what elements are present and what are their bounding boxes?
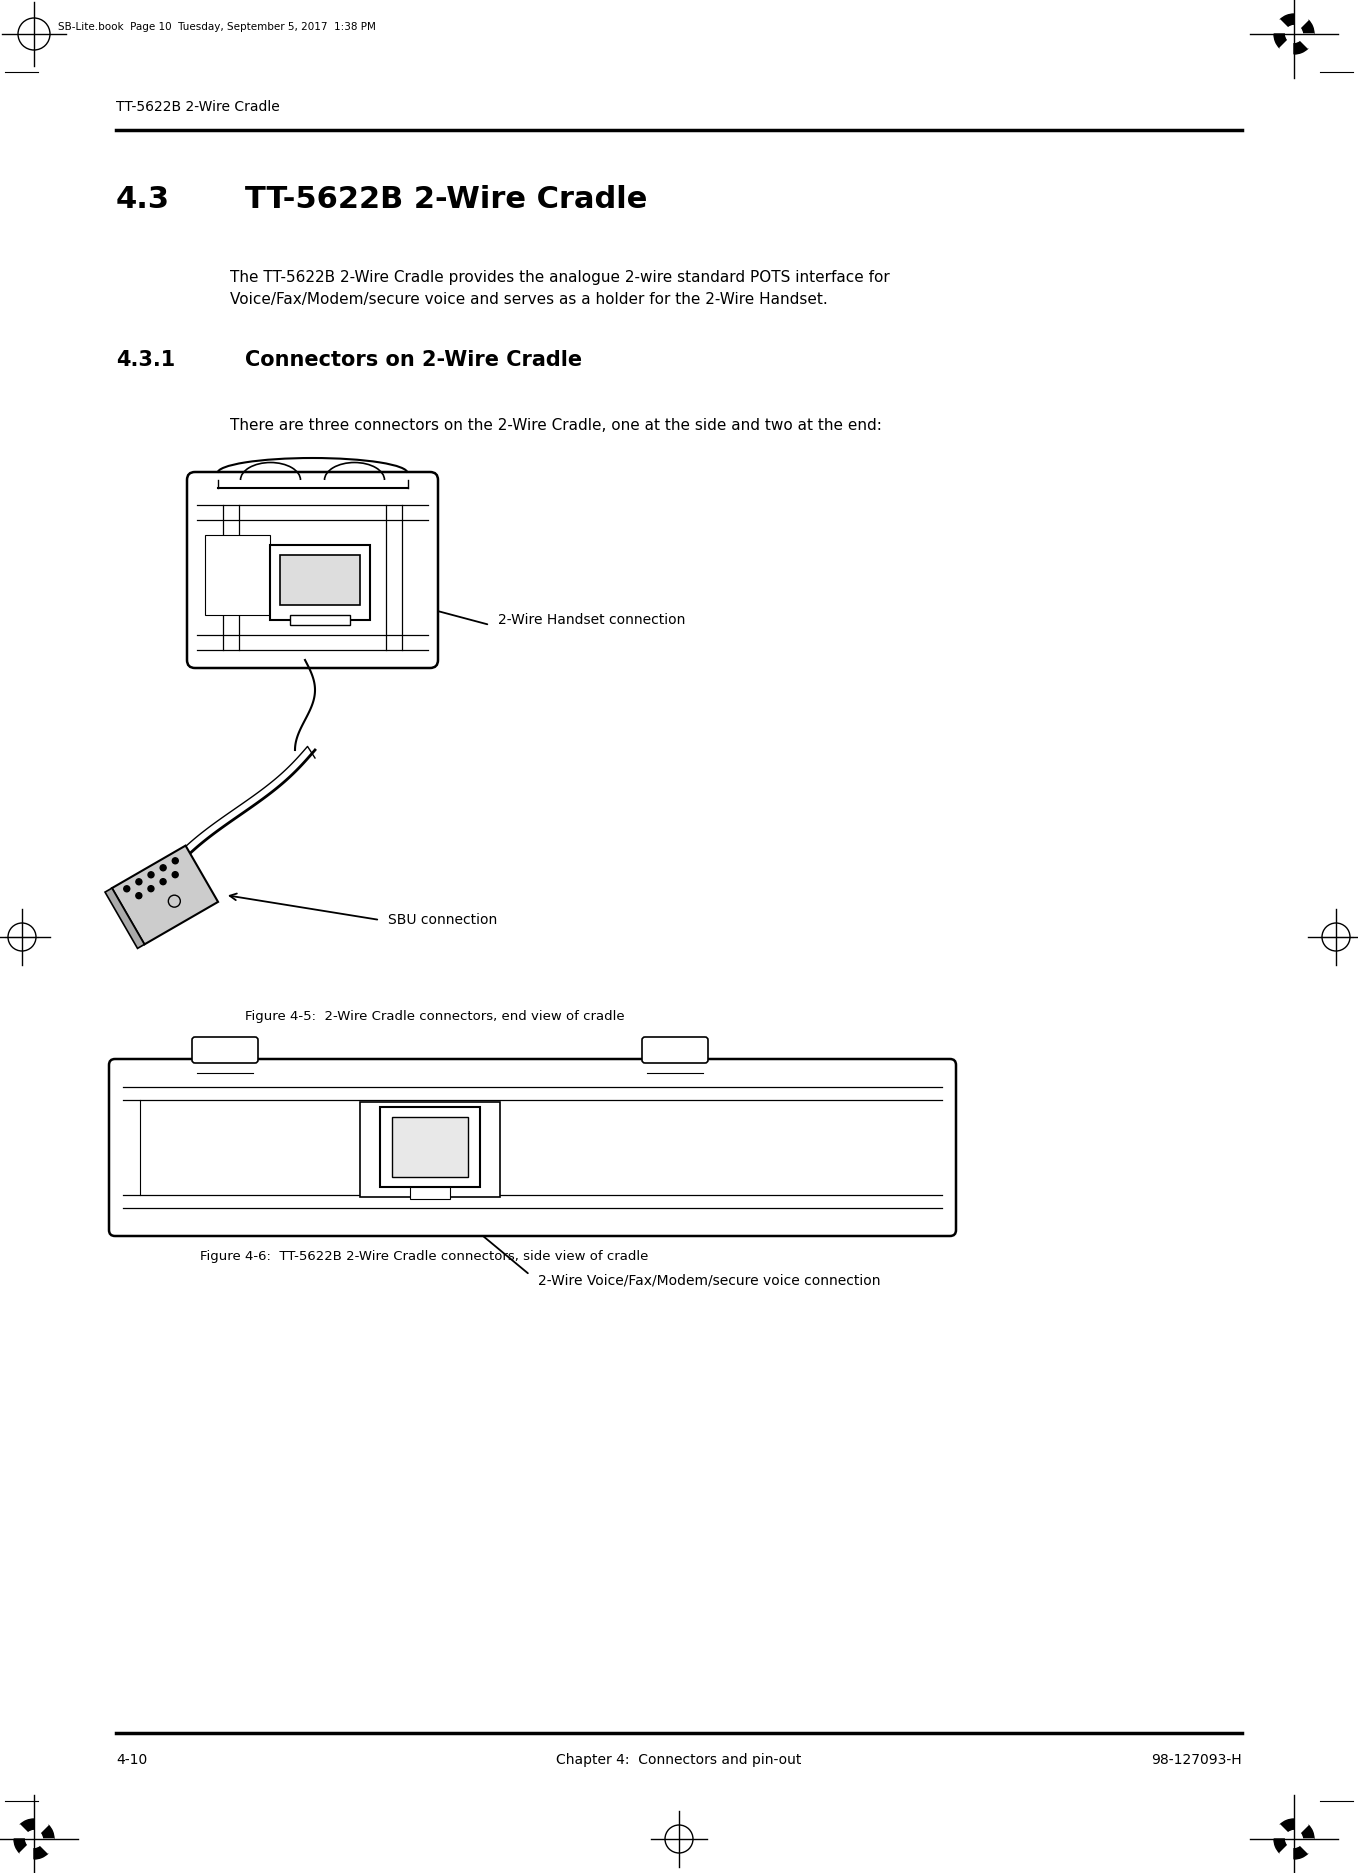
- Bar: [280, 554, 360, 605]
- Circle shape: [26, 1830, 42, 1847]
- FancyBboxPatch shape: [191, 1038, 258, 1064]
- Wedge shape: [1294, 13, 1308, 34]
- Circle shape: [1286, 1830, 1302, 1847]
- Text: 98-127093-H: 98-127093-H: [1152, 1753, 1243, 1766]
- Wedge shape: [1294, 34, 1308, 54]
- Wedge shape: [1294, 1839, 1308, 1860]
- Wedge shape: [34, 1819, 48, 1839]
- Text: 4.3: 4.3: [115, 185, 170, 214]
- Circle shape: [136, 893, 141, 899]
- Wedge shape: [20, 1839, 34, 1860]
- Wedge shape: [1294, 34, 1315, 49]
- Bar: [205, 536, 270, 614]
- FancyBboxPatch shape: [187, 472, 439, 669]
- Bar: [410, 1187, 449, 1199]
- Circle shape: [160, 878, 166, 884]
- Wedge shape: [1279, 1819, 1294, 1839]
- Bar: [291, 614, 350, 626]
- Polygon shape: [111, 845, 219, 944]
- Wedge shape: [1274, 34, 1294, 49]
- Wedge shape: [34, 1824, 54, 1839]
- Wedge shape: [1274, 1839, 1294, 1852]
- Text: 4-10: 4-10: [115, 1753, 147, 1766]
- Text: Voice/Fax/Modem/secure voice and serves as a holder for the 2-Wire Handset.: Voice/Fax/Modem/secure voice and serves …: [230, 292, 828, 307]
- Wedge shape: [1294, 21, 1315, 34]
- Bar: [360, 1101, 500, 1197]
- Wedge shape: [1274, 1824, 1294, 1839]
- Text: Connectors on 2-Wire Cradle: Connectors on 2-Wire Cradle: [244, 350, 583, 371]
- Wedge shape: [20, 1819, 34, 1839]
- Wedge shape: [34, 1839, 48, 1860]
- Text: Figure 4-5:  2-Wire Cradle connectors, end view of cradle: Figure 4-5: 2-Wire Cradle connectors, en…: [244, 1010, 625, 1023]
- Bar: [380, 1107, 479, 1187]
- Wedge shape: [1274, 21, 1294, 34]
- Bar: [392, 1116, 469, 1176]
- Text: Chapter 4:  Connectors and pin-out: Chapter 4: Connectors and pin-out: [557, 1753, 801, 1766]
- FancyBboxPatch shape: [109, 1058, 956, 1236]
- Text: The TT-5622B 2-Wire Cradle provides the analogue 2-wire standard POTS interface : The TT-5622B 2-Wire Cradle provides the …: [230, 270, 889, 285]
- Wedge shape: [14, 1824, 34, 1839]
- Circle shape: [172, 858, 178, 863]
- Wedge shape: [34, 1839, 54, 1852]
- Wedge shape: [1294, 1839, 1315, 1852]
- Wedge shape: [1294, 1824, 1315, 1839]
- Circle shape: [1286, 26, 1302, 43]
- Polygon shape: [105, 888, 144, 948]
- Text: 4.3.1: 4.3.1: [115, 350, 175, 371]
- Text: There are three connectors on the 2-Wire Cradle, one at the side and two at the : There are three connectors on the 2-Wire…: [230, 418, 881, 433]
- Text: Figure 4-6:  TT-5622B 2-Wire Cradle connectors, side view of cradle: Figure 4-6: TT-5622B 2-Wire Cradle conne…: [200, 1249, 648, 1262]
- Text: SB-Lite.book  Page 10  Tuesday, September 5, 2017  1:38 PM: SB-Lite.book Page 10 Tuesday, September …: [58, 22, 376, 32]
- Text: TT-5622B 2-Wire Cradle: TT-5622B 2-Wire Cradle: [244, 185, 648, 214]
- Wedge shape: [1294, 1819, 1308, 1839]
- Circle shape: [148, 871, 153, 878]
- Wedge shape: [1279, 13, 1294, 34]
- Wedge shape: [1279, 1839, 1294, 1860]
- Circle shape: [148, 886, 153, 892]
- Wedge shape: [1279, 34, 1294, 54]
- Wedge shape: [14, 1839, 34, 1852]
- Circle shape: [172, 871, 178, 878]
- FancyBboxPatch shape: [642, 1038, 708, 1064]
- Text: 2-Wire Handset connection: 2-Wire Handset connection: [498, 612, 686, 627]
- Text: TT-5622B 2-Wire Cradle: TT-5622B 2-Wire Cradle: [115, 99, 280, 114]
- Text: SBU connection: SBU connection: [388, 912, 497, 927]
- Circle shape: [160, 865, 166, 871]
- Text: 2-Wire Voice/Fax/Modem/secure voice connection: 2-Wire Voice/Fax/Modem/secure voice conn…: [538, 1274, 880, 1287]
- Bar: [270, 545, 369, 620]
- Circle shape: [136, 878, 141, 884]
- Circle shape: [124, 886, 130, 892]
